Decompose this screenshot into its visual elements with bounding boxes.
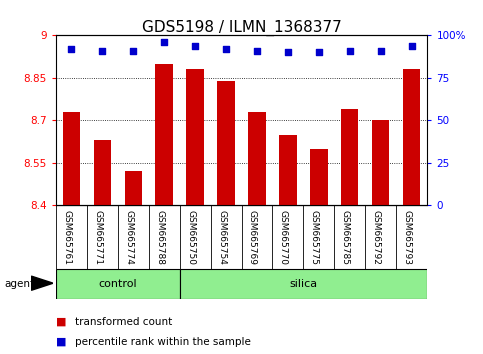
Bar: [217, 81, 235, 205]
Point: [315, 50, 323, 55]
Text: GSM665788: GSM665788: [155, 210, 164, 266]
Text: GSM665754: GSM665754: [217, 210, 226, 265]
Bar: [125, 171, 142, 205]
Bar: [403, 69, 421, 205]
Bar: [186, 69, 203, 205]
Text: GSM665775: GSM665775: [310, 210, 319, 266]
Point: [129, 48, 137, 53]
Text: agent: agent: [5, 279, 35, 289]
Point: [191, 43, 199, 48]
Bar: [248, 112, 266, 205]
Text: ■: ■: [56, 317, 66, 327]
Text: GDS5198 / ILMN_1368377: GDS5198 / ILMN_1368377: [142, 19, 341, 36]
Point: [408, 43, 416, 48]
Bar: [62, 112, 80, 205]
Bar: [156, 64, 172, 205]
Text: GSM665771: GSM665771: [93, 210, 102, 266]
Bar: [372, 120, 389, 205]
Text: GSM665761: GSM665761: [62, 210, 71, 266]
Text: GSM665770: GSM665770: [279, 210, 288, 266]
Text: GSM665792: GSM665792: [372, 210, 381, 265]
Text: GSM665750: GSM665750: [186, 210, 195, 266]
Text: GSM665785: GSM665785: [341, 210, 350, 266]
Text: percentile rank within the sample: percentile rank within the sample: [75, 337, 251, 347]
Bar: [56, 269, 180, 299]
Polygon shape: [31, 276, 53, 290]
Point: [377, 48, 385, 53]
Point: [346, 48, 354, 53]
Text: ■: ■: [56, 337, 66, 347]
Point: [284, 50, 292, 55]
Bar: [280, 135, 297, 205]
Bar: [341, 109, 358, 205]
Point: [98, 48, 106, 53]
Text: GSM665769: GSM665769: [248, 210, 257, 266]
Point: [67, 46, 75, 52]
Text: GSM665793: GSM665793: [403, 210, 412, 266]
Text: control: control: [98, 279, 137, 289]
Text: silica: silica: [289, 279, 317, 289]
Bar: [94, 140, 111, 205]
Text: transformed count: transformed count: [75, 317, 172, 327]
Bar: [311, 149, 327, 205]
Text: GSM665774: GSM665774: [124, 210, 133, 265]
Bar: [180, 269, 427, 299]
Point: [160, 39, 168, 45]
Point: [222, 46, 230, 52]
Point: [253, 48, 261, 53]
